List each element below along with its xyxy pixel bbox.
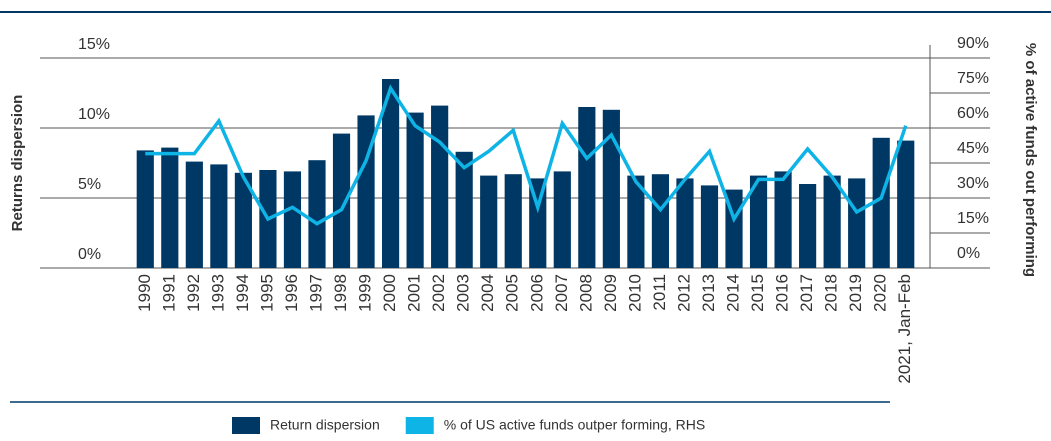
- bar: [161, 147, 179, 268]
- bar: [431, 105, 449, 268]
- x-tick-label: 2005: [503, 274, 522, 312]
- y-tick-label: 0%: [78, 246, 101, 263]
- bar: [553, 171, 571, 268]
- bar: [308, 160, 326, 268]
- x-tick-label: 2021, Jan-Feb: [895, 274, 914, 384]
- x-tick-label: 2014: [724, 274, 743, 312]
- x-tick-label: 2000: [380, 274, 399, 312]
- y2-tick-label: 60%: [957, 105, 989, 122]
- x-tick-label: 2002: [429, 274, 448, 312]
- bar: [283, 171, 302, 268]
- x-tick-label: 1993: [208, 274, 227, 312]
- y2-axis-title: % of active funds out performing: [1022, 43, 1039, 277]
- y2-tick-label: 75%: [957, 70, 989, 87]
- bar: [627, 175, 645, 268]
- bar: [749, 175, 768, 268]
- y-tick-label: 10%: [78, 106, 110, 123]
- y-tick-label: 5%: [78, 176, 101, 193]
- bar: [799, 184, 817, 268]
- x-tick-label: 1998: [331, 274, 350, 312]
- x-tick-label: 1990: [135, 274, 154, 312]
- x-tick-label: 2017: [797, 274, 816, 312]
- x-tick-label: 2001: [405, 274, 424, 312]
- bar: [602, 109, 620, 268]
- x-tick-label: 1992: [184, 274, 203, 312]
- bar: [578, 107, 596, 268]
- bar: [848, 178, 866, 268]
- bar: [406, 112, 424, 268]
- y2-tick-label: 0%: [957, 245, 980, 262]
- x-tick-label: 1999: [356, 274, 375, 312]
- bar: [455, 151, 473, 268]
- bar: [480, 175, 498, 268]
- bar: [872, 137, 890, 268]
- bar: [529, 178, 547, 268]
- x-tick-label: 2016: [773, 274, 792, 312]
- legend-label: Return dispersion: [270, 417, 380, 433]
- bar: [185, 161, 203, 268]
- x-tick-label: 1991: [159, 274, 178, 312]
- bar: [700, 185, 719, 268]
- x-tick-label: 2011: [650, 274, 669, 311]
- y2-tick-label: 30%: [957, 175, 989, 192]
- line: [145, 84, 908, 226]
- y2-tick-label: 90%: [957, 35, 989, 52]
- x-tick-label: 2009: [601, 274, 620, 312]
- x-tick-label: 2006: [527, 274, 546, 312]
- y2-tick-label: 15%: [957, 210, 989, 227]
- bar: [651, 174, 670, 268]
- bar: [210, 164, 228, 268]
- bar: [381, 79, 400, 268]
- x-tick-label: 2004: [478, 274, 497, 312]
- legend-swatch: [405, 417, 434, 434]
- x-tick-label: 1994: [233, 274, 252, 312]
- x-tick-label: 2015: [748, 274, 767, 312]
- y-axis-title: Returns dispersion: [9, 95, 26, 232]
- x-tick-label: 2012: [674, 274, 693, 312]
- x-tick-label: 2007: [552, 274, 571, 312]
- x-tick-label: 1997: [306, 274, 325, 312]
- x-tick-label: 2008: [576, 274, 595, 312]
- bar: [897, 140, 915, 268]
- bar: [504, 174, 522, 268]
- x-tick-label: 1995: [257, 274, 276, 312]
- legend-swatch: [232, 417, 260, 434]
- x-tick-label: 1996: [282, 274, 301, 312]
- x-tick-label: 2013: [699, 274, 718, 312]
- bar: [357, 115, 375, 269]
- legend-label: % of US active funds outper forming, RHS: [444, 417, 705, 433]
- x-tick-label: 2003: [454, 274, 473, 312]
- bar: [136, 150, 154, 268]
- x-tick-label: 2018: [822, 274, 841, 312]
- bar: [774, 171, 792, 268]
- bar: [332, 133, 351, 268]
- bar: [676, 178, 694, 268]
- bar: [234, 172, 252, 268]
- y-tick-label: 15%: [78, 36, 110, 53]
- x-tick-label: 2020: [871, 274, 890, 312]
- x-tick-label: 2010: [625, 274, 644, 312]
- x-tick-label: 2019: [846, 274, 865, 312]
- bar: [823, 175, 841, 268]
- y2-tick-label: 45%: [957, 140, 989, 157]
